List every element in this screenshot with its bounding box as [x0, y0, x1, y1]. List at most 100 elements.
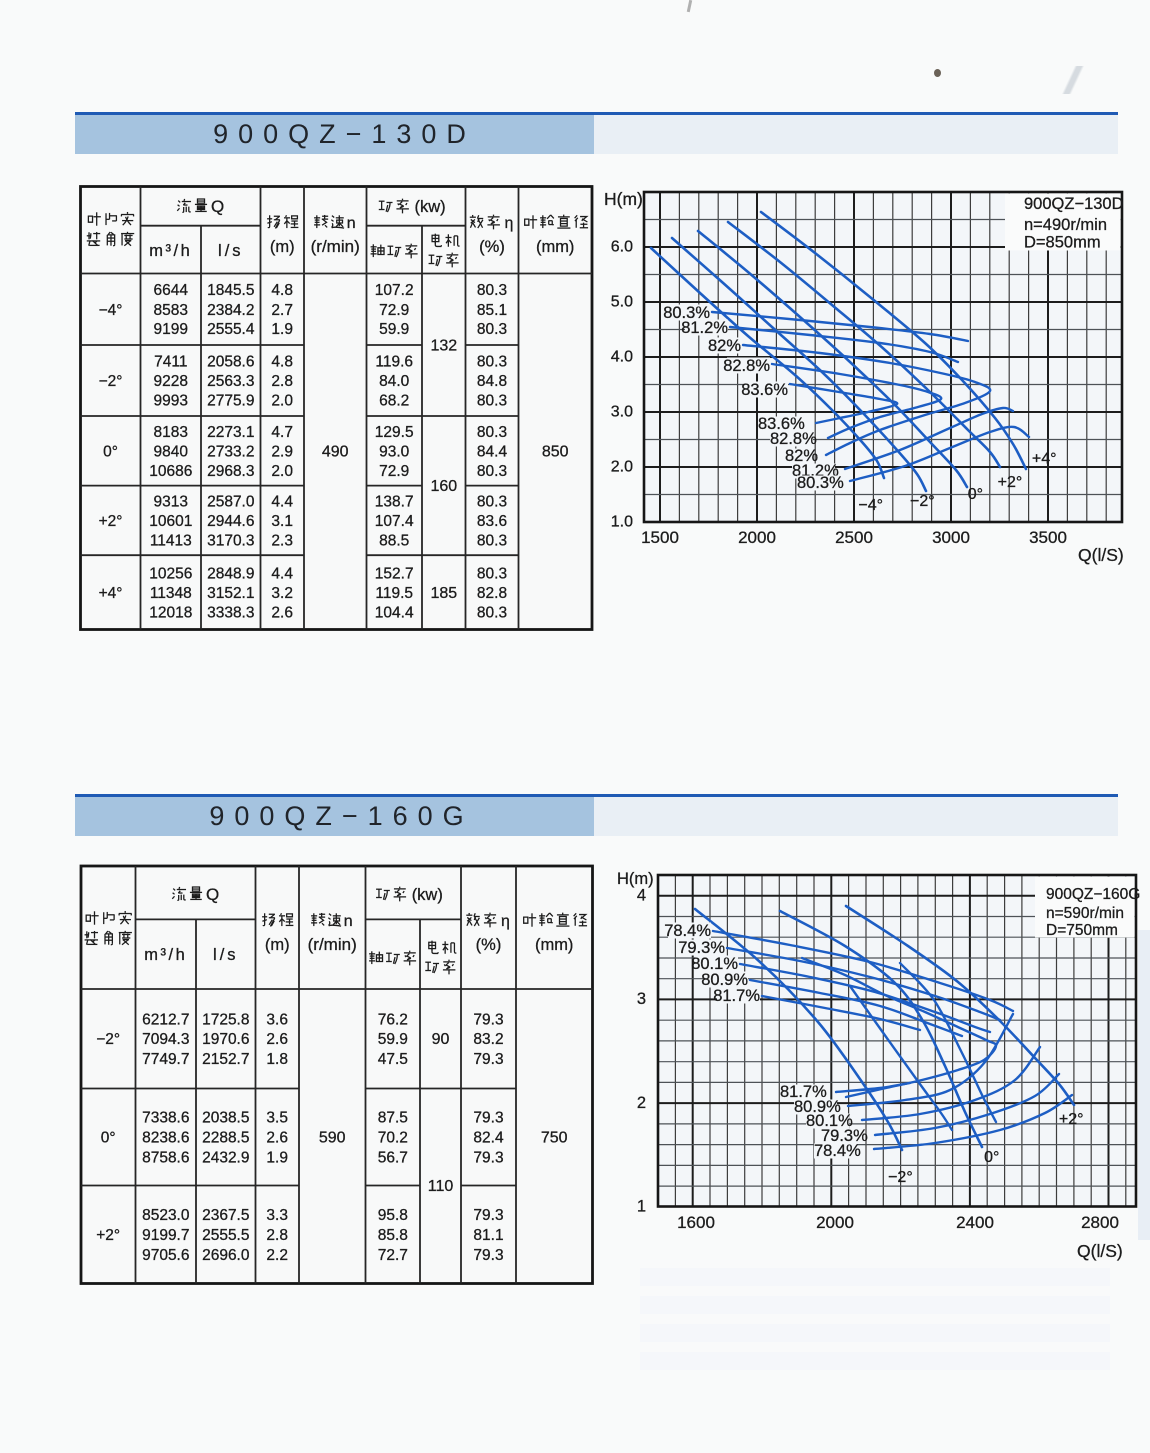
svg-text:7094.3: 7094.3: [142, 1031, 189, 1048]
svg-text:119.5: 119.5: [375, 585, 413, 602]
svg-text:76.2: 76.2: [378, 1012, 408, 1029]
svg-text:160: 160: [430, 478, 457, 495]
svg-text:+4°: +4°: [1032, 451, 1057, 468]
svg-text:(%): (%): [479, 238, 505, 256]
svg-text:83.6%: 83.6%: [758, 415, 805, 433]
svg-text:n: n: [347, 215, 356, 232]
svg-text:2555.4: 2555.4: [207, 321, 255, 338]
svg-text:81.1: 81.1: [473, 1227, 503, 1244]
svg-text:D=850mm: D=850mm: [1024, 234, 1101, 252]
svg-text:8583: 8583: [154, 302, 188, 319]
svg-text:83.2: 83.2: [473, 1031, 503, 1048]
svg-text:750: 750: [541, 1130, 568, 1147]
svg-text:107.4: 107.4: [375, 513, 414, 530]
svg-text:2.2: 2.2: [266, 1247, 288, 1264]
svg-text:1725.8: 1725.8: [202, 1012, 249, 1029]
svg-text:79.3: 79.3: [473, 1051, 503, 1068]
svg-text:79.3: 79.3: [473, 1207, 503, 1224]
svg-text:2: 2: [637, 1094, 646, 1112]
svg-text:1: 1: [637, 1198, 646, 1216]
svg-text:1.9: 1.9: [266, 1149, 288, 1166]
svg-text:2.0: 2.0: [611, 459, 633, 476]
svg-text:80.9%: 80.9%: [701, 971, 748, 989]
svg-text:8238.6: 8238.6: [142, 1130, 189, 1147]
svg-text:2848.9: 2848.9: [207, 565, 254, 582]
svg-text:900QZ−160G: 900QZ−160G: [1046, 886, 1140, 903]
svg-text:78.4%: 78.4%: [814, 1142, 861, 1160]
svg-text:3.1: 3.1: [271, 513, 293, 530]
svg-text:81.7%: 81.7%: [780, 1083, 827, 1101]
svg-text:8523.0: 8523.0: [142, 1207, 190, 1224]
svg-text:(r/min): (r/min): [308, 935, 357, 954]
svg-text:2367.5: 2367.5: [202, 1207, 249, 1224]
svg-text:1.0: 1.0: [611, 514, 633, 531]
svg-text:Q(l/S): Q(l/S): [1077, 1241, 1123, 1261]
svg-text:70.2: 70.2: [378, 1130, 408, 1147]
svg-text:2432.9: 2432.9: [202, 1149, 249, 1166]
svg-text:1500: 1500: [641, 528, 679, 547]
svg-text:68.2: 68.2: [379, 393, 409, 410]
svg-text:84.0: 84.0: [379, 373, 410, 390]
svg-text:85.8: 85.8: [378, 1227, 408, 1244]
svg-text:4.4: 4.4: [271, 565, 293, 582]
svg-text:4.7: 4.7: [271, 424, 293, 441]
svg-text:80.3: 80.3: [477, 393, 507, 410]
svg-text:2500: 2500: [835, 528, 873, 547]
svg-text:88.5: 88.5: [379, 532, 409, 549]
svg-text:79.3: 79.3: [473, 1247, 503, 1264]
svg-text:110: 110: [428, 1178, 454, 1195]
svg-text:−2°: −2°: [910, 493, 935, 510]
svg-text:2.8: 2.8: [271, 373, 293, 390]
svg-text:H(m): H(m): [604, 189, 643, 209]
svg-text:3338.3: 3338.3: [207, 604, 254, 621]
svg-text:8183: 8183: [154, 424, 188, 441]
svg-text:m³/h: m³/h: [144, 946, 187, 964]
svg-text:n=490r/min: n=490r/min: [1024, 216, 1107, 234]
svg-text:4: 4: [637, 887, 646, 905]
svg-text:3500: 3500: [1029, 528, 1067, 547]
svg-text:+2°: +2°: [96, 1227, 120, 1244]
svg-text:59.9: 59.9: [379, 321, 409, 338]
svg-text:80.3: 80.3: [477, 424, 507, 441]
svg-text:2.6: 2.6: [266, 1031, 288, 1048]
svg-text:7411: 7411: [154, 354, 187, 371]
svg-text:1.9: 1.9: [271, 321, 293, 338]
svg-text:79.3: 79.3: [473, 1149, 503, 1166]
svg-text:9840: 9840: [154, 443, 189, 460]
svg-text:9199: 9199: [154, 321, 188, 338]
svg-text:10601: 10601: [149, 513, 192, 530]
svg-text:138.7: 138.7: [375, 493, 414, 510]
svg-text:0°: 0°: [968, 486, 983, 503]
svg-text:2000: 2000: [738, 528, 776, 547]
svg-text:129.5: 129.5: [375, 424, 414, 441]
svg-text:84.4: 84.4: [477, 443, 508, 460]
svg-text:850: 850: [542, 443, 569, 460]
svg-text:(mm): (mm): [535, 936, 573, 954]
svg-text:59.9: 59.9: [378, 1031, 408, 1048]
svg-text:+2°: +2°: [1059, 1111, 1084, 1128]
svg-text:6644: 6644: [154, 282, 189, 299]
svg-text:82.4: 82.4: [473, 1130, 504, 1147]
svg-text:2.6: 2.6: [266, 1130, 288, 1147]
svg-text:1970.6: 1970.6: [202, 1031, 249, 1048]
svg-text:2384.2: 2384.2: [207, 302, 254, 319]
svg-text:56.7: 56.7: [378, 1149, 408, 1166]
svg-text:n: n: [344, 913, 353, 930]
svg-text:+4°: +4°: [99, 585, 123, 602]
svg-text:95.8: 95.8: [378, 1207, 408, 1224]
svg-text:2.9: 2.9: [271, 443, 293, 460]
svg-text:82.8: 82.8: [477, 585, 507, 602]
svg-text:80.3: 80.3: [477, 354, 507, 371]
svg-text:(%): (%): [476, 936, 502, 954]
svg-text:80.3%: 80.3%: [663, 304, 710, 322]
svg-text:82%: 82%: [785, 447, 818, 465]
svg-text:2555.5: 2555.5: [202, 1227, 249, 1244]
svg-text:2968.3: 2968.3: [207, 463, 254, 480]
svg-text:80.3: 80.3: [477, 321, 507, 338]
svg-text:82.8%: 82.8%: [770, 430, 817, 448]
svg-text:Q: Q: [206, 885, 219, 904]
svg-text:2800: 2800: [1081, 1213, 1119, 1232]
svg-text:−2°: −2°: [99, 373, 123, 390]
svg-text:9228: 9228: [154, 373, 188, 390]
svg-text:4.8: 4.8: [271, 282, 293, 299]
